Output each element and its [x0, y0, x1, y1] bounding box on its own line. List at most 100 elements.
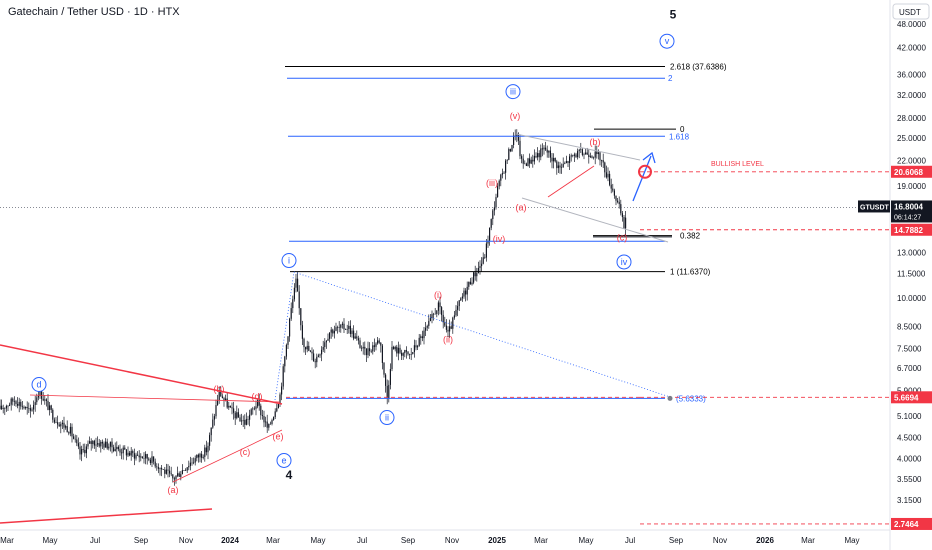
- candle-body: [461, 296, 463, 299]
- candle: [42, 392, 44, 402]
- wave-label-red: (d): [252, 391, 263, 401]
- candle: [325, 340, 327, 349]
- candle: [154, 458, 156, 469]
- price-marker-badge: 5.6694: [891, 391, 932, 404]
- candle: [481, 257, 483, 272]
- candle-body: [175, 475, 177, 480]
- candle-body: [594, 151, 596, 158]
- candle-body: [42, 398, 44, 401]
- candle-body: [476, 273, 478, 277]
- candle-body: [450, 326, 452, 329]
- candle-body: [65, 426, 67, 428]
- candle-body: [338, 327, 340, 328]
- candle: [589, 152, 591, 158]
- y-tick-label: 36.0000: [897, 70, 926, 79]
- candle: [335, 322, 337, 332]
- candle-body: [71, 426, 73, 437]
- candle-body: [162, 469, 164, 470]
- candle: [124, 445, 126, 450]
- candle-body: [106, 441, 108, 449]
- candle: [349, 320, 351, 338]
- wave-text: ii: [385, 413, 389, 423]
- candle-body: [319, 354, 321, 356]
- y-tick-label: 25.0000: [897, 134, 926, 143]
- candle: [501, 168, 503, 179]
- candle-body: [1, 405, 3, 409]
- x-tick-label: Jul: [625, 536, 635, 545]
- candle: [508, 147, 510, 161]
- candle-body: [63, 422, 65, 428]
- countdown-label: 06:14:27: [894, 214, 921, 221]
- candle: [468, 281, 470, 290]
- candle-body: [375, 343, 377, 347]
- candle-body: [591, 156, 593, 158]
- x-tick-label: May: [578, 536, 593, 545]
- candle-body: [484, 257, 486, 258]
- candle-body: [127, 452, 129, 456]
- candle: [199, 452, 201, 463]
- candle-body: [553, 157, 555, 162]
- blue-dotted-down: [293, 271, 671, 398]
- candle: [122, 445, 124, 460]
- candle-body: [397, 347, 399, 354]
- candle-body: [165, 469, 167, 474]
- candle-body: [370, 351, 372, 352]
- y-tick-label: 3.1500: [897, 496, 922, 505]
- candle-body: [540, 148, 542, 158]
- candle-body: [340, 324, 342, 328]
- candle: [113, 444, 115, 453]
- wave-label-blue: ii: [379, 410, 395, 426]
- candle-body: [458, 300, 460, 307]
- candle-body: [466, 286, 468, 295]
- candle-body: [157, 467, 159, 469]
- candle: [557, 161, 559, 174]
- trendlines: [0, 133, 673, 524]
- candle-body: [332, 329, 334, 334]
- candle: [202, 454, 204, 460]
- candle-body: [149, 459, 151, 464]
- candle-body: [191, 462, 193, 464]
- candle: [546, 145, 548, 158]
- candle: [10, 397, 12, 411]
- y-tick-label: 48.0000: [897, 20, 926, 29]
- wave-label-red: (c): [617, 233, 628, 243]
- wave-label-black: 5: [670, 8, 677, 22]
- candle: [329, 332, 331, 343]
- candle-body: [69, 426, 71, 434]
- candle-body: [258, 400, 260, 406]
- candle-body: [55, 422, 57, 423]
- candle: [153, 456, 155, 465]
- candle-body: [97, 443, 99, 445]
- candle: [609, 170, 611, 187]
- candle: [346, 324, 348, 335]
- candle-body: [556, 161, 558, 169]
- candle-body: [13, 401, 15, 402]
- candle: [273, 416, 275, 421]
- fib-label: 0.382: [680, 232, 701, 241]
- candle: [215, 399, 217, 419]
- candle: [607, 167, 609, 182]
- candle: [193, 457, 195, 465]
- candle: [169, 465, 171, 478]
- x-tick-label: 2024: [221, 536, 239, 545]
- candle: [84, 443, 86, 457]
- candle-body: [61, 422, 63, 425]
- candle: [63, 416, 65, 433]
- y-tick-label: 28.0000: [897, 114, 926, 123]
- candle: [409, 353, 411, 360]
- candle-body: [460, 298, 462, 301]
- candle-body: [436, 310, 438, 314]
- candle-body: [53, 419, 55, 423]
- candle-body: [546, 149, 548, 153]
- x-tick-label: Sep: [669, 536, 684, 545]
- price-marker-box: [891, 391, 932, 404]
- candle-body: [130, 450, 132, 456]
- candle: [583, 152, 585, 160]
- candle-body: [218, 389, 220, 401]
- candle-body: [228, 405, 230, 408]
- candle-body: [52, 409, 54, 420]
- candle: [311, 347, 313, 361]
- candle: [514, 129, 516, 141]
- candle: [372, 341, 374, 355]
